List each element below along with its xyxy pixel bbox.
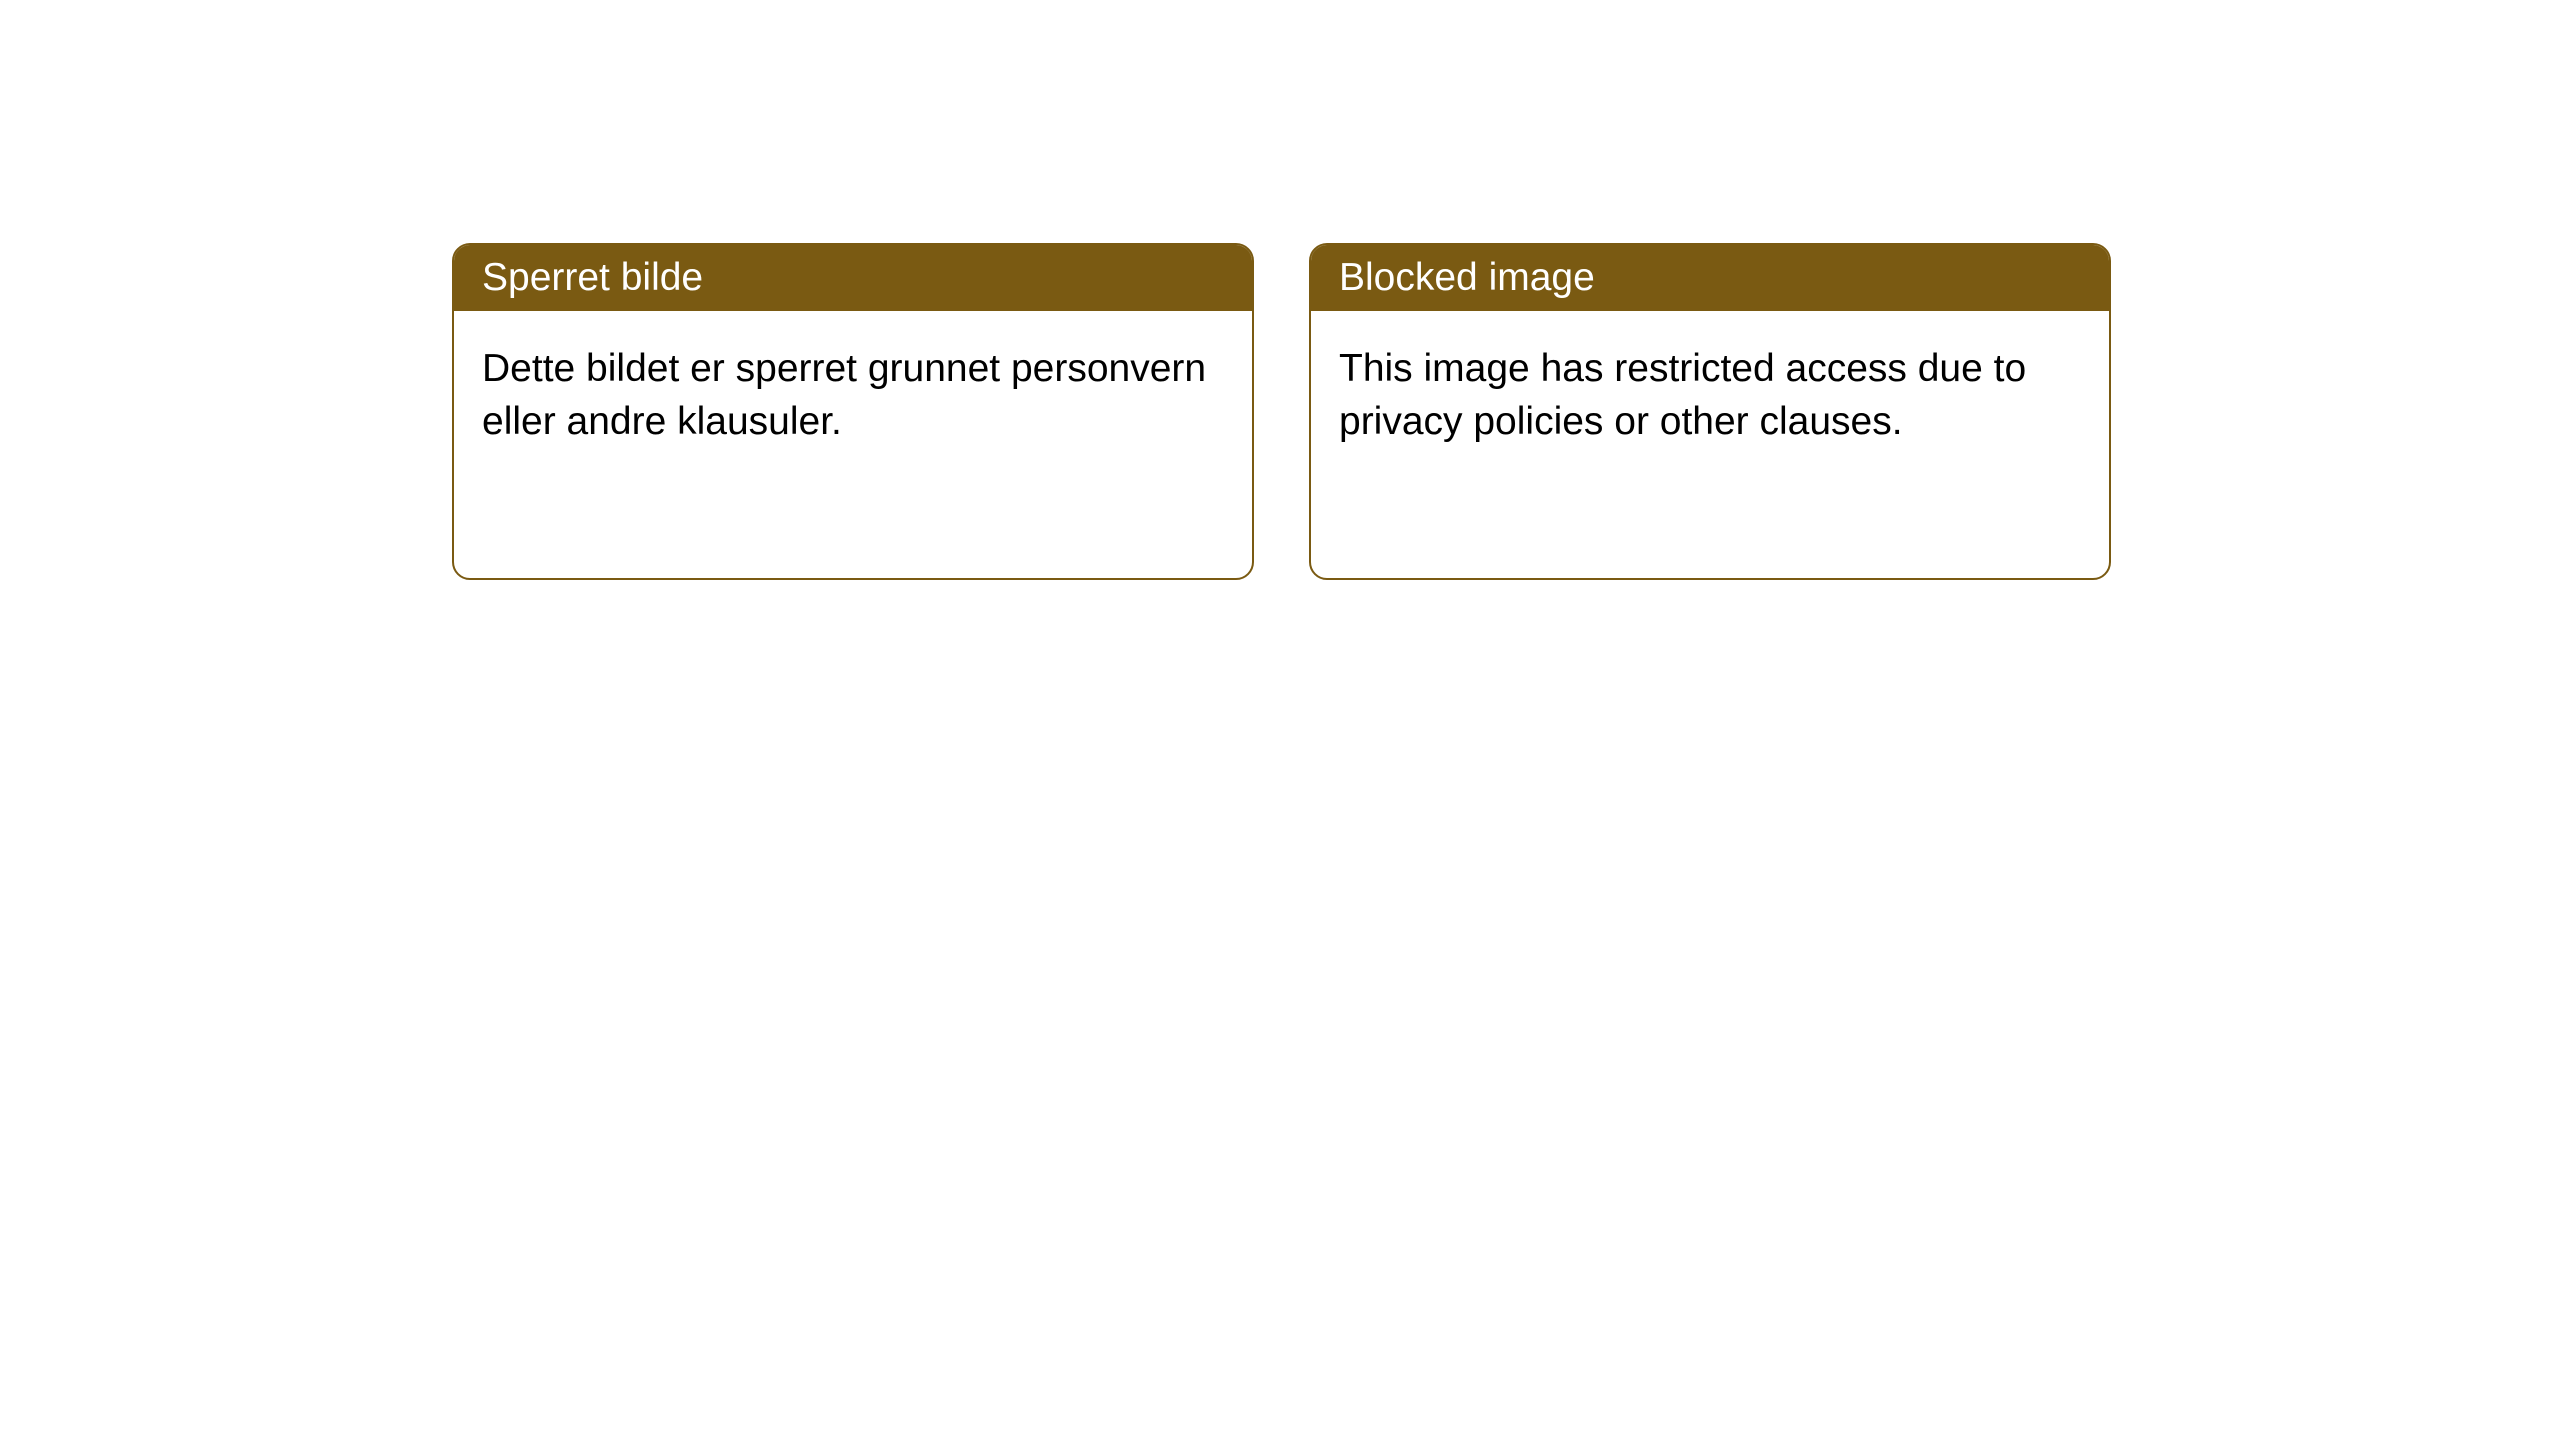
notice-card-norwegian: Sperret bilde Dette bildet er sperret gr… (452, 243, 1254, 580)
notice-body-norwegian: Dette bildet er sperret grunnet personve… (454, 311, 1252, 480)
notice-card-english: Blocked image This image has restricted … (1309, 243, 2111, 580)
notice-title-english: Blocked image (1311, 245, 2109, 311)
notice-container: Sperret bilde Dette bildet er sperret gr… (452, 243, 2111, 580)
notice-body-english: This image has restricted access due to … (1311, 311, 2109, 480)
notice-title-norwegian: Sperret bilde (454, 245, 1252, 311)
